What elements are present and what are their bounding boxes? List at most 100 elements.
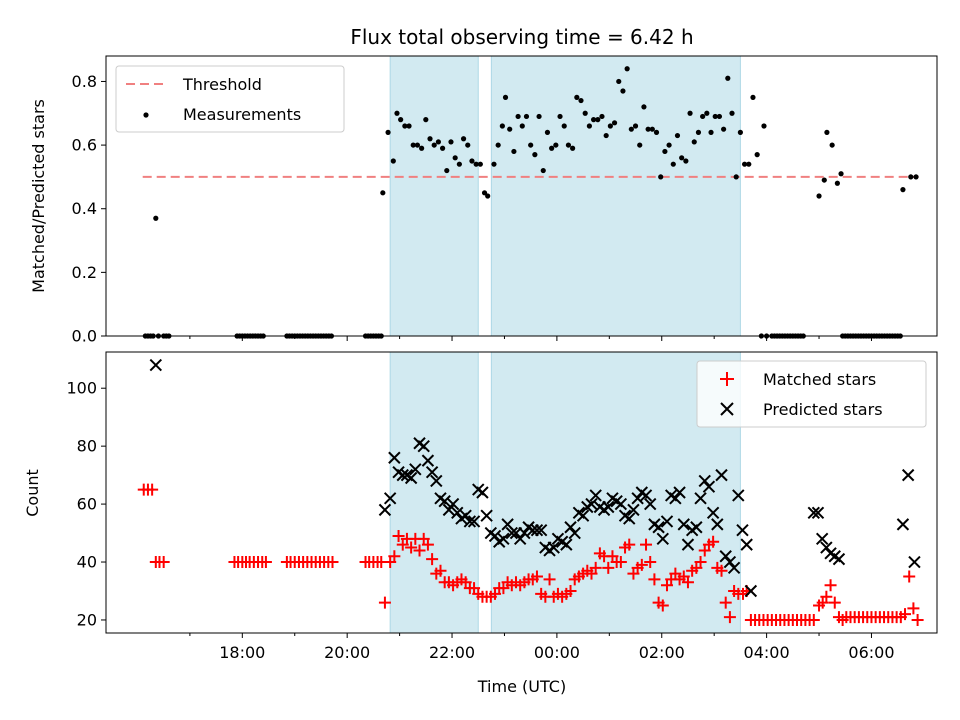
measurement-point: [599, 113, 605, 120]
x-tick-label: 20:00: [324, 643, 370, 662]
measurement-point: [398, 117, 404, 123]
matched-star-point: [392, 529, 405, 542]
matched-stars-series: [137, 483, 924, 626]
measurement-point: [515, 113, 521, 120]
top-y-tick-label: 0.4: [72, 199, 97, 218]
legend-predicted-swatch: [720, 402, 734, 416]
measurement-point: [544, 129, 551, 135]
matched-star-point: [434, 564, 447, 577]
predicted-star-point: [652, 521, 665, 534]
matched-star-point: [656, 599, 669, 612]
x-tick-label: 06:00: [848, 643, 894, 662]
measurement-point: [491, 161, 497, 167]
matched-star-point: [589, 561, 602, 574]
measurement-point: [495, 142, 501, 148]
measurement-point: [816, 193, 822, 199]
predicted-star-point: [698, 474, 711, 488]
measurement-point: [653, 129, 660, 135]
predicted-star-point: [442, 503, 456, 517]
measurement-point: [750, 94, 756, 100]
matched-star-point: [824, 579, 837, 592]
measurement-point: [511, 148, 517, 155]
measurement-point: [565, 142, 572, 148]
predicted-star-point: [908, 555, 921, 569]
matched-star-point: [707, 535, 720, 548]
predicted-star-point: [513, 532, 527, 546]
predicted-star-point: [463, 515, 477, 528]
predicted-star-point: [451, 506, 464, 519]
matched-star-point: [903, 570, 916, 583]
measurement-point: [741, 161, 748, 167]
measurement-point: [708, 129, 714, 135]
measurement-point: [637, 142, 643, 148]
x-tick-label: 00:00: [534, 643, 580, 662]
measurement-point: [679, 155, 685, 161]
measurement-point: [414, 142, 421, 148]
predicted-star-point: [585, 497, 598, 511]
measurement-point: [746, 161, 752, 167]
matched-star-point: [648, 573, 661, 586]
measurement-point: [481, 190, 488, 196]
legend-measurements-swatch: [143, 112, 149, 118]
predicted-star-point: [807, 506, 820, 519]
measurement-point: [607, 123, 613, 129]
measurement-point: [460, 136, 467, 142]
measurement-point: [590, 117, 597, 123]
matched-star-point: [614, 556, 627, 569]
top-axes-frame: [105, 55, 938, 337]
measurement-point: [431, 142, 437, 148]
predicted-star-point: [388, 451, 401, 464]
measurement-point: [473, 161, 479, 167]
predicted-star-point: [530, 523, 544, 537]
measurement-point: [485, 193, 491, 199]
measurement-point: [452, 155, 458, 161]
measurement-point: [628, 126, 634, 132]
predicted-star-point: [614, 497, 628, 511]
measurement-point: [578, 97, 584, 104]
top-legend: Threshold Measurements: [115, 65, 345, 133]
predicted-star-point: [673, 486, 686, 499]
measurement-point: [733, 174, 739, 180]
matched-star-point: [640, 538, 653, 551]
measurement-point: [502, 94, 509, 100]
measurement-point: [834, 180, 840, 186]
measurement-point: [410, 142, 416, 148]
predicted-stars-series: [149, 358, 921, 598]
figure-title: Flux total observing time = 6.42 h: [350, 25, 693, 49]
predicted-star-point: [497, 532, 510, 546]
measurement-point: [423, 117, 429, 123]
measurement-point: [913, 174, 919, 180]
measurement-point: [641, 104, 647, 110]
predicted-star-point: [383, 492, 397, 505]
predicted-star-point: [660, 515, 674, 528]
top-y-tick-label: 0.2: [72, 263, 97, 282]
top-y-tick-label: 0.8: [72, 72, 97, 91]
predicted-star-point: [564, 521, 577, 534]
measurement-point: [712, 113, 718, 120]
legend-matched-swatch: [720, 372, 734, 386]
x-axis-label: Time (UTC): [477, 677, 566, 696]
matched-star-point: [426, 553, 439, 566]
predicted-star-point: [669, 492, 682, 505]
matched-star-point: [543, 573, 556, 586]
bottom-y-tick-label: 80: [77, 437, 97, 456]
matched-star-point: [715, 564, 728, 577]
predicted-star-point: [706, 506, 720, 519]
measurement-point: [406, 123, 412, 129]
matched-star-point: [157, 556, 170, 569]
bottom-y-tick-label: 60: [77, 495, 97, 514]
matched-star-point: [911, 613, 924, 626]
predicted-star-point: [896, 518, 910, 531]
measurement-point: [561, 123, 567, 129]
measurement-point: [729, 110, 735, 116]
measurement-point: [595, 117, 601, 123]
x-tick-label: 18:00: [219, 643, 265, 662]
bottom-y-tick-label: 20: [77, 610, 97, 629]
predicted-star-point: [656, 532, 670, 546]
top-y-tick-label: 0.6: [72, 136, 97, 155]
measurement-point: [683, 158, 689, 164]
matched-star-point: [388, 550, 401, 563]
measurement-point: [716, 113, 723, 120]
predicted-star-point: [459, 509, 472, 522]
